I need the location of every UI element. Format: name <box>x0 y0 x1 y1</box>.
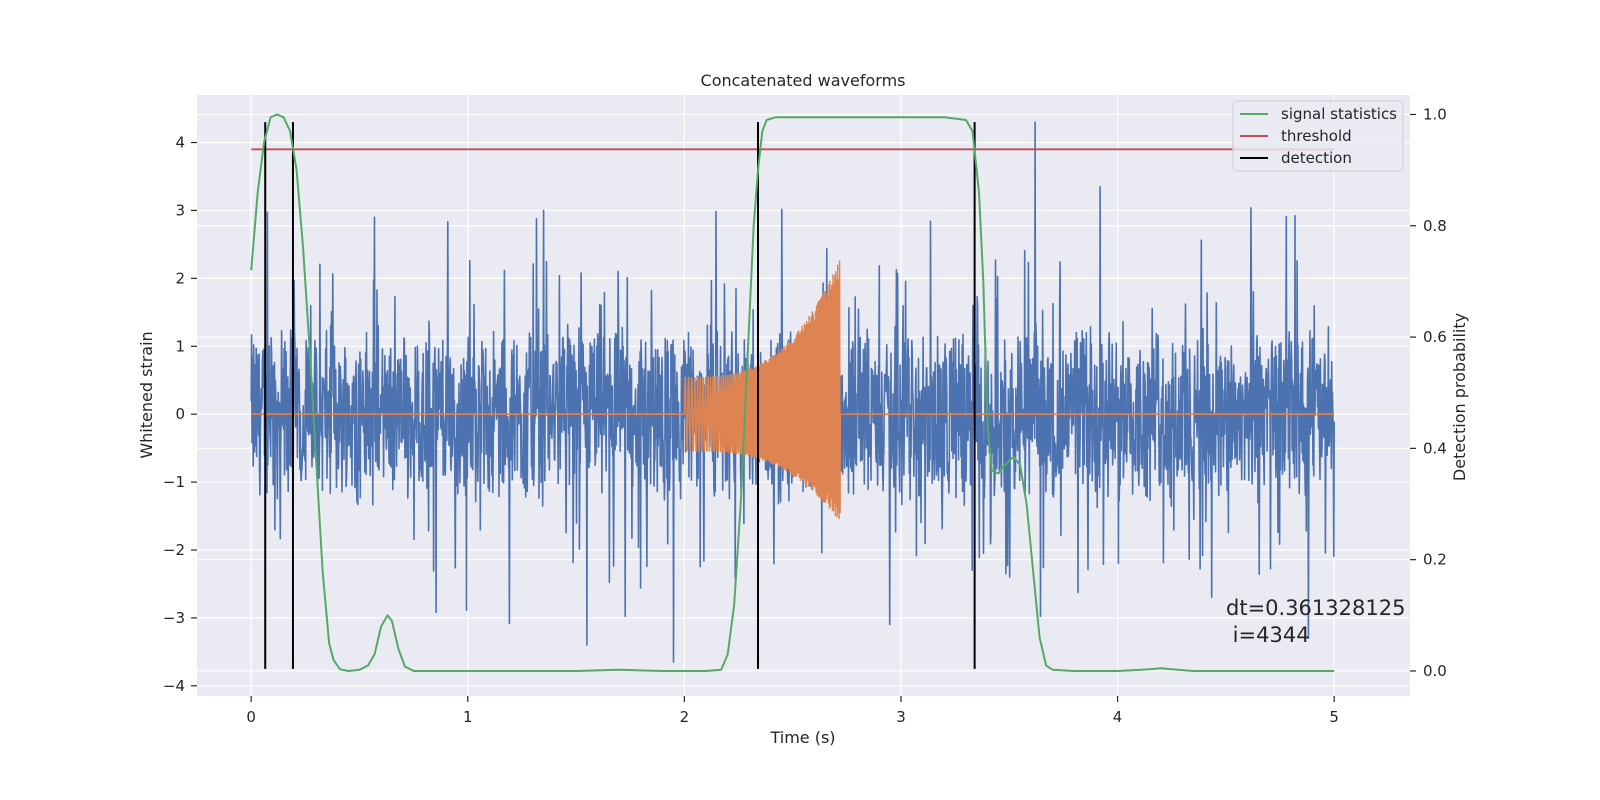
legend: signal statistics threshold detection <box>1232 100 1404 172</box>
chart-title: Concatenated waveforms <box>701 71 906 90</box>
y2-tick-label-3: 0.6 <box>1423 328 1447 346</box>
y-tick-label-8: 4 <box>175 134 185 152</box>
y-tick-label-6: 2 <box>175 269 185 287</box>
y-axis-title: Whitened strain <box>137 331 156 458</box>
strain-series <box>250 121 1335 663</box>
x-tick-label-1: 1 <box>463 708 473 726</box>
x-tick-label-2: 2 <box>680 708 690 726</box>
y2-axis-title: Detection probability <box>1450 313 1469 481</box>
legend-box <box>1232 100 1404 172</box>
y-tick-label-1: −3 <box>163 609 185 627</box>
annotation-dt: dt=0.361328125 <box>1226 596 1405 620</box>
legend-label-signal-statistics: signal statistics <box>1281 105 1397 123</box>
strain-line <box>250 121 1335 663</box>
y-tick-label-4: 0 <box>175 405 185 423</box>
legend-label-threshold: threshold <box>1281 127 1352 145</box>
x-tick-label-3: 3 <box>896 708 906 726</box>
annotation-i: i=4344 <box>1226 623 1310 647</box>
y2-tick-label-4: 0.8 <box>1423 217 1447 235</box>
x-tick-label-4: 4 <box>1113 708 1123 726</box>
annotation: dt=0.361328125 i=4344 <box>1226 596 1405 647</box>
x-tick-label-0: 0 <box>246 708 256 726</box>
y2-tick-label-2: 0.4 <box>1423 439 1447 457</box>
signal-statistics-series <box>250 113 1335 672</box>
detection-series <box>264 122 976 669</box>
x-axis-title: Time (s) <box>769 728 835 747</box>
injection-chirp <box>683 260 847 520</box>
y-tick-label-0: −4 <box>163 677 185 695</box>
y2-tick-label-1: 0.2 <box>1423 551 1447 569</box>
legend-label-detection: detection <box>1281 149 1352 167</box>
y2-tick-label-0: 0.0 <box>1423 662 1447 680</box>
signal-statistics-line <box>250 113 1335 672</box>
y2-tick-label-5: 1.0 <box>1423 105 1447 123</box>
y-tick-label-3: −1 <box>163 473 185 491</box>
x-tick-label-5: 5 <box>1329 708 1339 726</box>
injection-series <box>251 260 1335 520</box>
y-tick-label-5: 1 <box>175 337 185 355</box>
ticks: 0 1 2 3 4 5 −4 −3 −2 −1 0 1 2 3 4 0.0 0.2 0.4 0.6 0.8 1.0 <box>163 105 1447 726</box>
y-tick-label-7: 3 <box>175 201 185 219</box>
y-tick-label-2: −2 <box>163 541 185 559</box>
